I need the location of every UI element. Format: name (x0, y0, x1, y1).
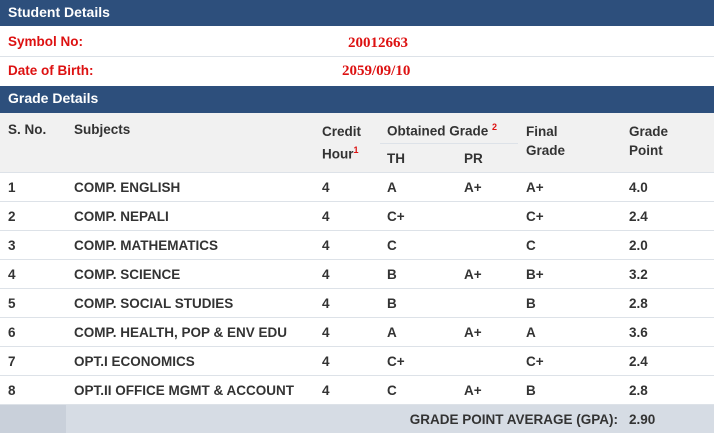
cell: 4 (322, 354, 330, 369)
cell: B (387, 296, 397, 311)
header-cell: Subjects (74, 122, 131, 137)
footnote-mark: 2 (492, 122, 498, 132)
cell: COMP. NEPALI (74, 209, 169, 224)
cell: 1 (8, 180, 16, 195)
cell: 4 (322, 383, 330, 398)
cell: 4 (322, 209, 330, 224)
divider (0, 56, 714, 57)
section-title: Grade Details (0, 86, 714, 113)
cell: C+ (526, 354, 544, 369)
header-cell: Obtained Grade 2 (387, 122, 497, 139)
cell: 2.0 (629, 238, 648, 253)
cell: COMP. SOCIAL STUDIES (74, 296, 234, 311)
cell: 4 (322, 238, 330, 253)
header-cell: S. No. (8, 122, 47, 137)
cell: 2.4 (629, 354, 648, 369)
header-cell: TH (387, 151, 405, 166)
cell: C (387, 238, 397, 253)
label: Date of Birth: (8, 63, 94, 78)
divider (0, 288, 714, 289)
cell: C+ (387, 209, 405, 224)
cell: COMP. HEALTH, POP & ENV EDU (74, 325, 288, 340)
footnote-mark: 1 (353, 145, 359, 155)
cell: 8 (8, 383, 16, 398)
cell: 3 (8, 238, 16, 253)
label: Symbol No: (8, 34, 84, 49)
cell: B (387, 267, 397, 282)
cell: 4 (322, 180, 330, 195)
value: 20012663 (348, 35, 408, 51)
table-header (0, 113, 714, 172)
header-text: Obtained Grade (387, 123, 489, 139)
cell: B+ (526, 267, 544, 282)
gpa-cell (0, 405, 66, 433)
cell: 2.8 (629, 296, 648, 311)
gpa-row (0, 405, 714, 433)
cell: 4 (8, 267, 16, 282)
cell: 4 (322, 267, 330, 282)
cell: 2 (8, 209, 16, 224)
cell: 3.2 (629, 267, 648, 282)
cell: C+ (526, 209, 544, 224)
cell: A+ (526, 180, 544, 195)
header-cell: Credit Hour1 (322, 122, 372, 164)
value: 2059/09/10 (342, 63, 411, 79)
divider (0, 172, 714, 173)
divider (0, 404, 714, 405)
cell: C (526, 238, 536, 253)
cell: A (387, 180, 397, 195)
cell: 4 (322, 325, 330, 340)
cell: A+ (464, 325, 482, 340)
header-text: Credit Hour (322, 124, 362, 162)
cell: OPT.II OFFICE MGMT & ACCOUNT (74, 383, 294, 398)
header-cell: Grade Point (629, 124, 669, 158)
divider (380, 143, 518, 144)
divider (0, 375, 714, 376)
divider (0, 317, 714, 318)
cell: 6 (8, 325, 16, 340)
cell: COMP. ENGLISH (74, 180, 181, 195)
gpa-value: 2.90 (629, 412, 656, 427)
cell: 3.6 (629, 325, 648, 340)
cell: C (387, 383, 397, 398)
cell: 2.8 (629, 383, 648, 398)
header-cell: Final Grade (526, 124, 566, 158)
gpa-label: GRADE POINT AVERAGE (GPA): (409, 412, 618, 427)
divider (0, 230, 714, 231)
cell: B (526, 296, 536, 311)
cell: 4.0 (629, 180, 648, 195)
header-cell: PR (464, 151, 483, 166)
divider (0, 201, 714, 202)
cell: 2.4 (629, 209, 648, 224)
divider (0, 259, 714, 260)
divider (0, 346, 714, 347)
cell: 5 (8, 296, 16, 311)
cell: 7 (8, 354, 16, 369)
cell: C+ (387, 354, 405, 369)
cell: 4 (322, 296, 330, 311)
section-title: Student Details (0, 0, 714, 26)
cell: COMP. MATHEMATICS (74, 238, 218, 253)
cell: A+ (464, 383, 482, 398)
cell: B (526, 383, 536, 398)
cell: A (526, 325, 536, 340)
cell: OPT.I ECONOMICS (74, 354, 195, 369)
cell: A+ (464, 180, 482, 195)
cell: COMP. SCIENCE (74, 267, 181, 282)
cell: A (387, 325, 397, 340)
cell: A+ (464, 267, 482, 282)
